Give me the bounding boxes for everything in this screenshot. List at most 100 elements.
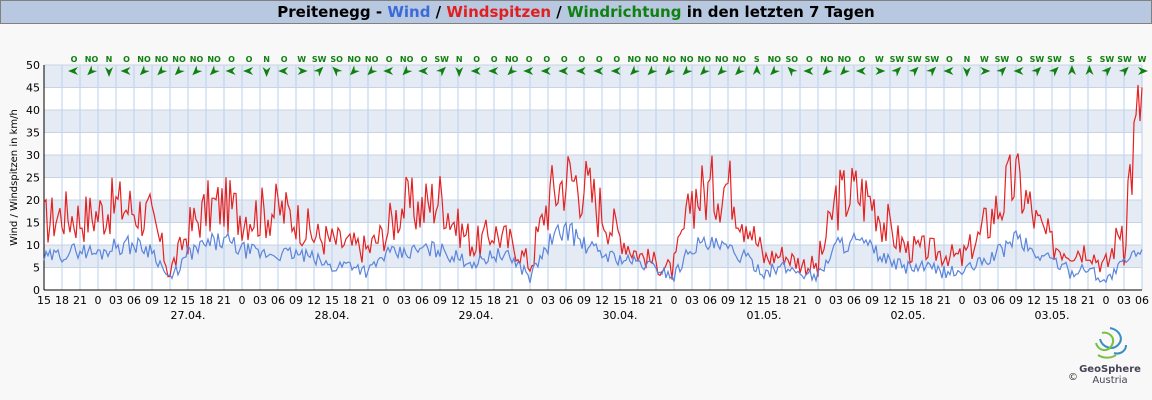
wind-direction-arrow: [332, 66, 343, 77]
wind-direction-label: O: [491, 55, 498, 64]
wind-direction-arrow: [262, 67, 271, 77]
wind-direction-label: O: [596, 55, 603, 64]
wind-direction-arrow: [120, 67, 131, 75]
title-rest: in den letzten 7 Tagen: [681, 3, 875, 21]
x-tick-label: 21: [937, 294, 951, 307]
x-tick-label: 06: [1135, 294, 1149, 307]
wind-direction-label: NO: [820, 55, 834, 64]
x-tick-label: 12: [595, 294, 609, 307]
wind-direction-label: O: [386, 55, 393, 64]
wind-direction-label: O: [806, 55, 813, 64]
x-date-label: 30.04.: [603, 309, 638, 322]
x-tick-label: 09: [865, 294, 879, 307]
grid-band: [44, 110, 1142, 133]
wind-direction-arrow: [803, 67, 814, 75]
wind-direction-label: N: [456, 55, 463, 64]
wind-direction-label: SW: [434, 55, 449, 64]
title-sep: /: [430, 3, 447, 21]
wind-direction-arrow: [770, 65, 780, 76]
wind-direction-label: NO: [838, 55, 852, 64]
y-tick-label: 50: [26, 59, 40, 72]
x-date-label: 03.05.: [1035, 309, 1070, 322]
x-date-label: 01.05.: [747, 309, 782, 322]
wind-direction-label: O: [613, 55, 620, 64]
geosphere-logo-icon: [1095, 327, 1127, 359]
y-tick-label: 45: [26, 82, 40, 95]
x-tick-label: 03: [1117, 294, 1131, 307]
wind-direction-label: NO: [505, 55, 519, 64]
wind-direction-arrow: [682, 65, 693, 76]
x-tick-label: 06: [127, 294, 141, 307]
wind-direction-arrow: [470, 67, 481, 75]
grid-band: [44, 65, 1142, 88]
wind-direction-arrow: [891, 66, 902, 77]
x-tick-label: 03: [253, 294, 267, 307]
wind-direction-label: S: [754, 55, 760, 64]
x-tick-label: 0: [527, 294, 534, 307]
x-tick-label: 18: [1063, 294, 1077, 307]
x-date-label: 29.04.: [459, 309, 494, 322]
wind-direction-arrow: [610, 67, 621, 75]
y-tick-label: 20: [26, 194, 40, 207]
wind-direction-label: W: [875, 55, 884, 64]
x-tick-label: 18: [55, 294, 69, 307]
x-tick-label: 15: [1045, 294, 1059, 307]
wind-direction-arrow: [540, 67, 551, 75]
wind-direction-label: SW: [312, 55, 327, 64]
x-tick-label: 21: [361, 294, 375, 307]
x-tick-label: 0: [671, 294, 678, 307]
x-tick-label: 15: [613, 294, 627, 307]
wind-direction-arrow: [297, 67, 308, 75]
title-sep: /: [551, 3, 567, 21]
wind-direction-arrow: [630, 65, 640, 76]
x-tick-label: 09: [721, 294, 735, 307]
wind-direction-label: NO: [698, 55, 712, 64]
y-tick-label: 15: [26, 217, 40, 230]
wind-direction-label: O: [946, 55, 953, 64]
wind-direction-label: NO: [207, 55, 221, 64]
wind-direction-label: SW: [995, 55, 1010, 64]
x-tick-label: 18: [919, 294, 933, 307]
wind-direction-label: O: [71, 55, 78, 64]
wind-direction-label: SW: [1100, 55, 1115, 64]
wind-direction-arrow: [822, 65, 833, 76]
title-sep: -: [370, 3, 388, 21]
wind-direction-label: NO: [628, 55, 642, 64]
wind-direction-arrow: [1067, 65, 1076, 75]
y-tick-label: 35: [26, 127, 40, 140]
wind-direction-arrow: [996, 66, 1007, 77]
wind-direction-arrow: [1085, 65, 1094, 75]
wind-direction-arrow: [943, 67, 954, 75]
x-tick-label: 06: [415, 294, 429, 307]
wind-direction-label: NO: [347, 55, 361, 64]
wind-direction-arrow: [735, 65, 745, 76]
wind-direction-label: O: [561, 55, 568, 64]
title-station: Preitenegg: [277, 3, 371, 21]
wind-direction-arrow: [593, 67, 604, 75]
x-tick-label: 21: [73, 294, 87, 307]
wind-direction-label: O: [543, 55, 550, 64]
x-tick-label: 0: [239, 294, 246, 307]
wind-direction-label: NO: [400, 55, 414, 64]
wind-direction-label: W: [980, 55, 989, 64]
wind-direction-label: NO: [733, 55, 747, 64]
wind-direction-arrow: [1013, 67, 1024, 75]
wind-direction-arrow: [488, 67, 499, 75]
wind-direction-label: N: [964, 55, 971, 64]
wind-direction-label: SW: [1030, 55, 1045, 64]
wind-direction-label: W: [1138, 55, 1147, 64]
wind-direction-arrow: [840, 65, 851, 76]
wind-direction-label: NO: [680, 55, 694, 64]
wind-direction-label: SW: [890, 55, 905, 64]
wind-direction-label: O: [228, 55, 235, 64]
logo-name: GeoSphere: [1079, 364, 1141, 375]
x-tick-label: 06: [703, 294, 717, 307]
wind-direction-label: NO: [663, 55, 677, 64]
x-tick-label: 03: [973, 294, 987, 307]
y-axis-label: Wind / Windspitzen in km/h: [9, 109, 20, 246]
wind-direction-label: S: [1087, 55, 1093, 64]
wind-direction-arrow: [700, 65, 710, 76]
wind-direction-arrow: [875, 67, 886, 75]
x-tick-label: 18: [631, 294, 645, 307]
x-tick-label: 06: [847, 294, 861, 307]
